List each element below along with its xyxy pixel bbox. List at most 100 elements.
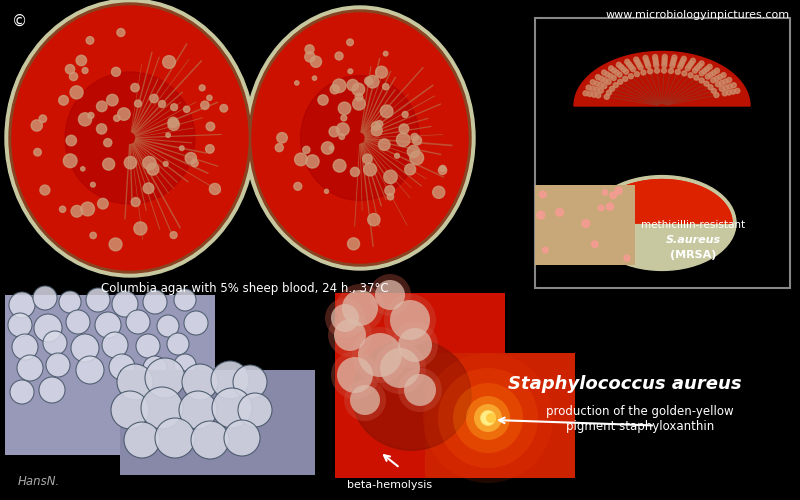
Circle shape bbox=[220, 104, 227, 112]
Circle shape bbox=[706, 74, 710, 79]
Circle shape bbox=[330, 84, 339, 94]
Circle shape bbox=[334, 319, 366, 351]
Circle shape bbox=[233, 365, 267, 399]
Circle shape bbox=[358, 333, 402, 377]
Circle shape bbox=[88, 112, 94, 118]
Circle shape bbox=[617, 72, 622, 77]
Circle shape bbox=[392, 322, 438, 368]
Text: beta-hemolysis: beta-hemolysis bbox=[347, 480, 433, 490]
Circle shape bbox=[310, 56, 322, 68]
Circle shape bbox=[170, 104, 178, 110]
Circle shape bbox=[114, 115, 120, 121]
Circle shape bbox=[294, 81, 299, 85]
Circle shape bbox=[210, 184, 221, 194]
Circle shape bbox=[58, 96, 68, 105]
Circle shape bbox=[694, 75, 699, 80]
Circle shape bbox=[134, 100, 142, 107]
Circle shape bbox=[735, 88, 740, 94]
Circle shape bbox=[634, 72, 639, 76]
Circle shape bbox=[337, 357, 373, 393]
Circle shape bbox=[654, 68, 659, 73]
Circle shape bbox=[404, 374, 436, 406]
Circle shape bbox=[371, 125, 382, 136]
Circle shape bbox=[78, 113, 91, 126]
Circle shape bbox=[598, 205, 604, 210]
Circle shape bbox=[338, 102, 350, 115]
Circle shape bbox=[179, 146, 184, 150]
Circle shape bbox=[76, 55, 86, 66]
Bar bbox=[535, 18, 790, 288]
Circle shape bbox=[714, 76, 719, 81]
Circle shape bbox=[143, 290, 167, 314]
Circle shape bbox=[618, 80, 622, 84]
Text: ©: © bbox=[12, 14, 27, 29]
Circle shape bbox=[275, 144, 283, 152]
Circle shape bbox=[587, 92, 592, 96]
Circle shape bbox=[43, 331, 67, 355]
Circle shape bbox=[474, 404, 502, 432]
Circle shape bbox=[606, 80, 611, 84]
Circle shape bbox=[344, 379, 386, 421]
Circle shape bbox=[306, 155, 319, 168]
Circle shape bbox=[654, 62, 658, 68]
Circle shape bbox=[206, 122, 214, 130]
Circle shape bbox=[591, 241, 598, 248]
Circle shape bbox=[722, 91, 727, 96]
Circle shape bbox=[394, 154, 399, 158]
Circle shape bbox=[97, 124, 106, 134]
Circle shape bbox=[59, 206, 66, 212]
Circle shape bbox=[481, 411, 495, 425]
Circle shape bbox=[598, 82, 603, 87]
Circle shape bbox=[206, 95, 212, 100]
Circle shape bbox=[371, 122, 380, 130]
Circle shape bbox=[730, 89, 736, 94]
Circle shape bbox=[12, 334, 38, 360]
Circle shape bbox=[590, 86, 595, 91]
Circle shape bbox=[399, 124, 409, 134]
Bar bbox=[5, 295, 215, 455]
Circle shape bbox=[70, 72, 78, 80]
Circle shape bbox=[147, 163, 159, 175]
Circle shape bbox=[540, 192, 546, 198]
Circle shape bbox=[646, 64, 650, 68]
Circle shape bbox=[143, 183, 154, 194]
Circle shape bbox=[671, 58, 676, 62]
Circle shape bbox=[697, 64, 702, 68]
Circle shape bbox=[117, 28, 125, 36]
Circle shape bbox=[294, 182, 302, 190]
Circle shape bbox=[142, 156, 156, 170]
Circle shape bbox=[131, 84, 139, 92]
Circle shape bbox=[556, 208, 563, 216]
Circle shape bbox=[117, 364, 153, 400]
Circle shape bbox=[384, 294, 436, 346]
Circle shape bbox=[17, 355, 43, 381]
Circle shape bbox=[163, 162, 168, 166]
Circle shape bbox=[407, 146, 419, 158]
Circle shape bbox=[662, 68, 666, 73]
Circle shape bbox=[614, 82, 618, 87]
Circle shape bbox=[106, 94, 118, 106]
Circle shape bbox=[46, 353, 70, 377]
Circle shape bbox=[654, 60, 658, 65]
Circle shape bbox=[206, 144, 214, 153]
Circle shape bbox=[688, 73, 693, 78]
Circle shape bbox=[715, 82, 721, 87]
Circle shape bbox=[185, 152, 197, 164]
Circle shape bbox=[616, 62, 622, 68]
Circle shape bbox=[331, 304, 359, 332]
Ellipse shape bbox=[5, 0, 255, 277]
Circle shape bbox=[622, 76, 628, 82]
Circle shape bbox=[611, 68, 617, 73]
Circle shape bbox=[353, 98, 366, 110]
Circle shape bbox=[680, 59, 685, 64]
Circle shape bbox=[90, 232, 96, 238]
Circle shape bbox=[34, 314, 62, 342]
Bar bbox=[425, 353, 575, 478]
Circle shape bbox=[347, 238, 359, 250]
Circle shape bbox=[191, 160, 198, 166]
Circle shape bbox=[162, 56, 175, 68]
Circle shape bbox=[90, 182, 95, 187]
Text: (MRSA): (MRSA) bbox=[670, 250, 716, 260]
Circle shape bbox=[350, 168, 359, 176]
Ellipse shape bbox=[9, 3, 251, 273]
